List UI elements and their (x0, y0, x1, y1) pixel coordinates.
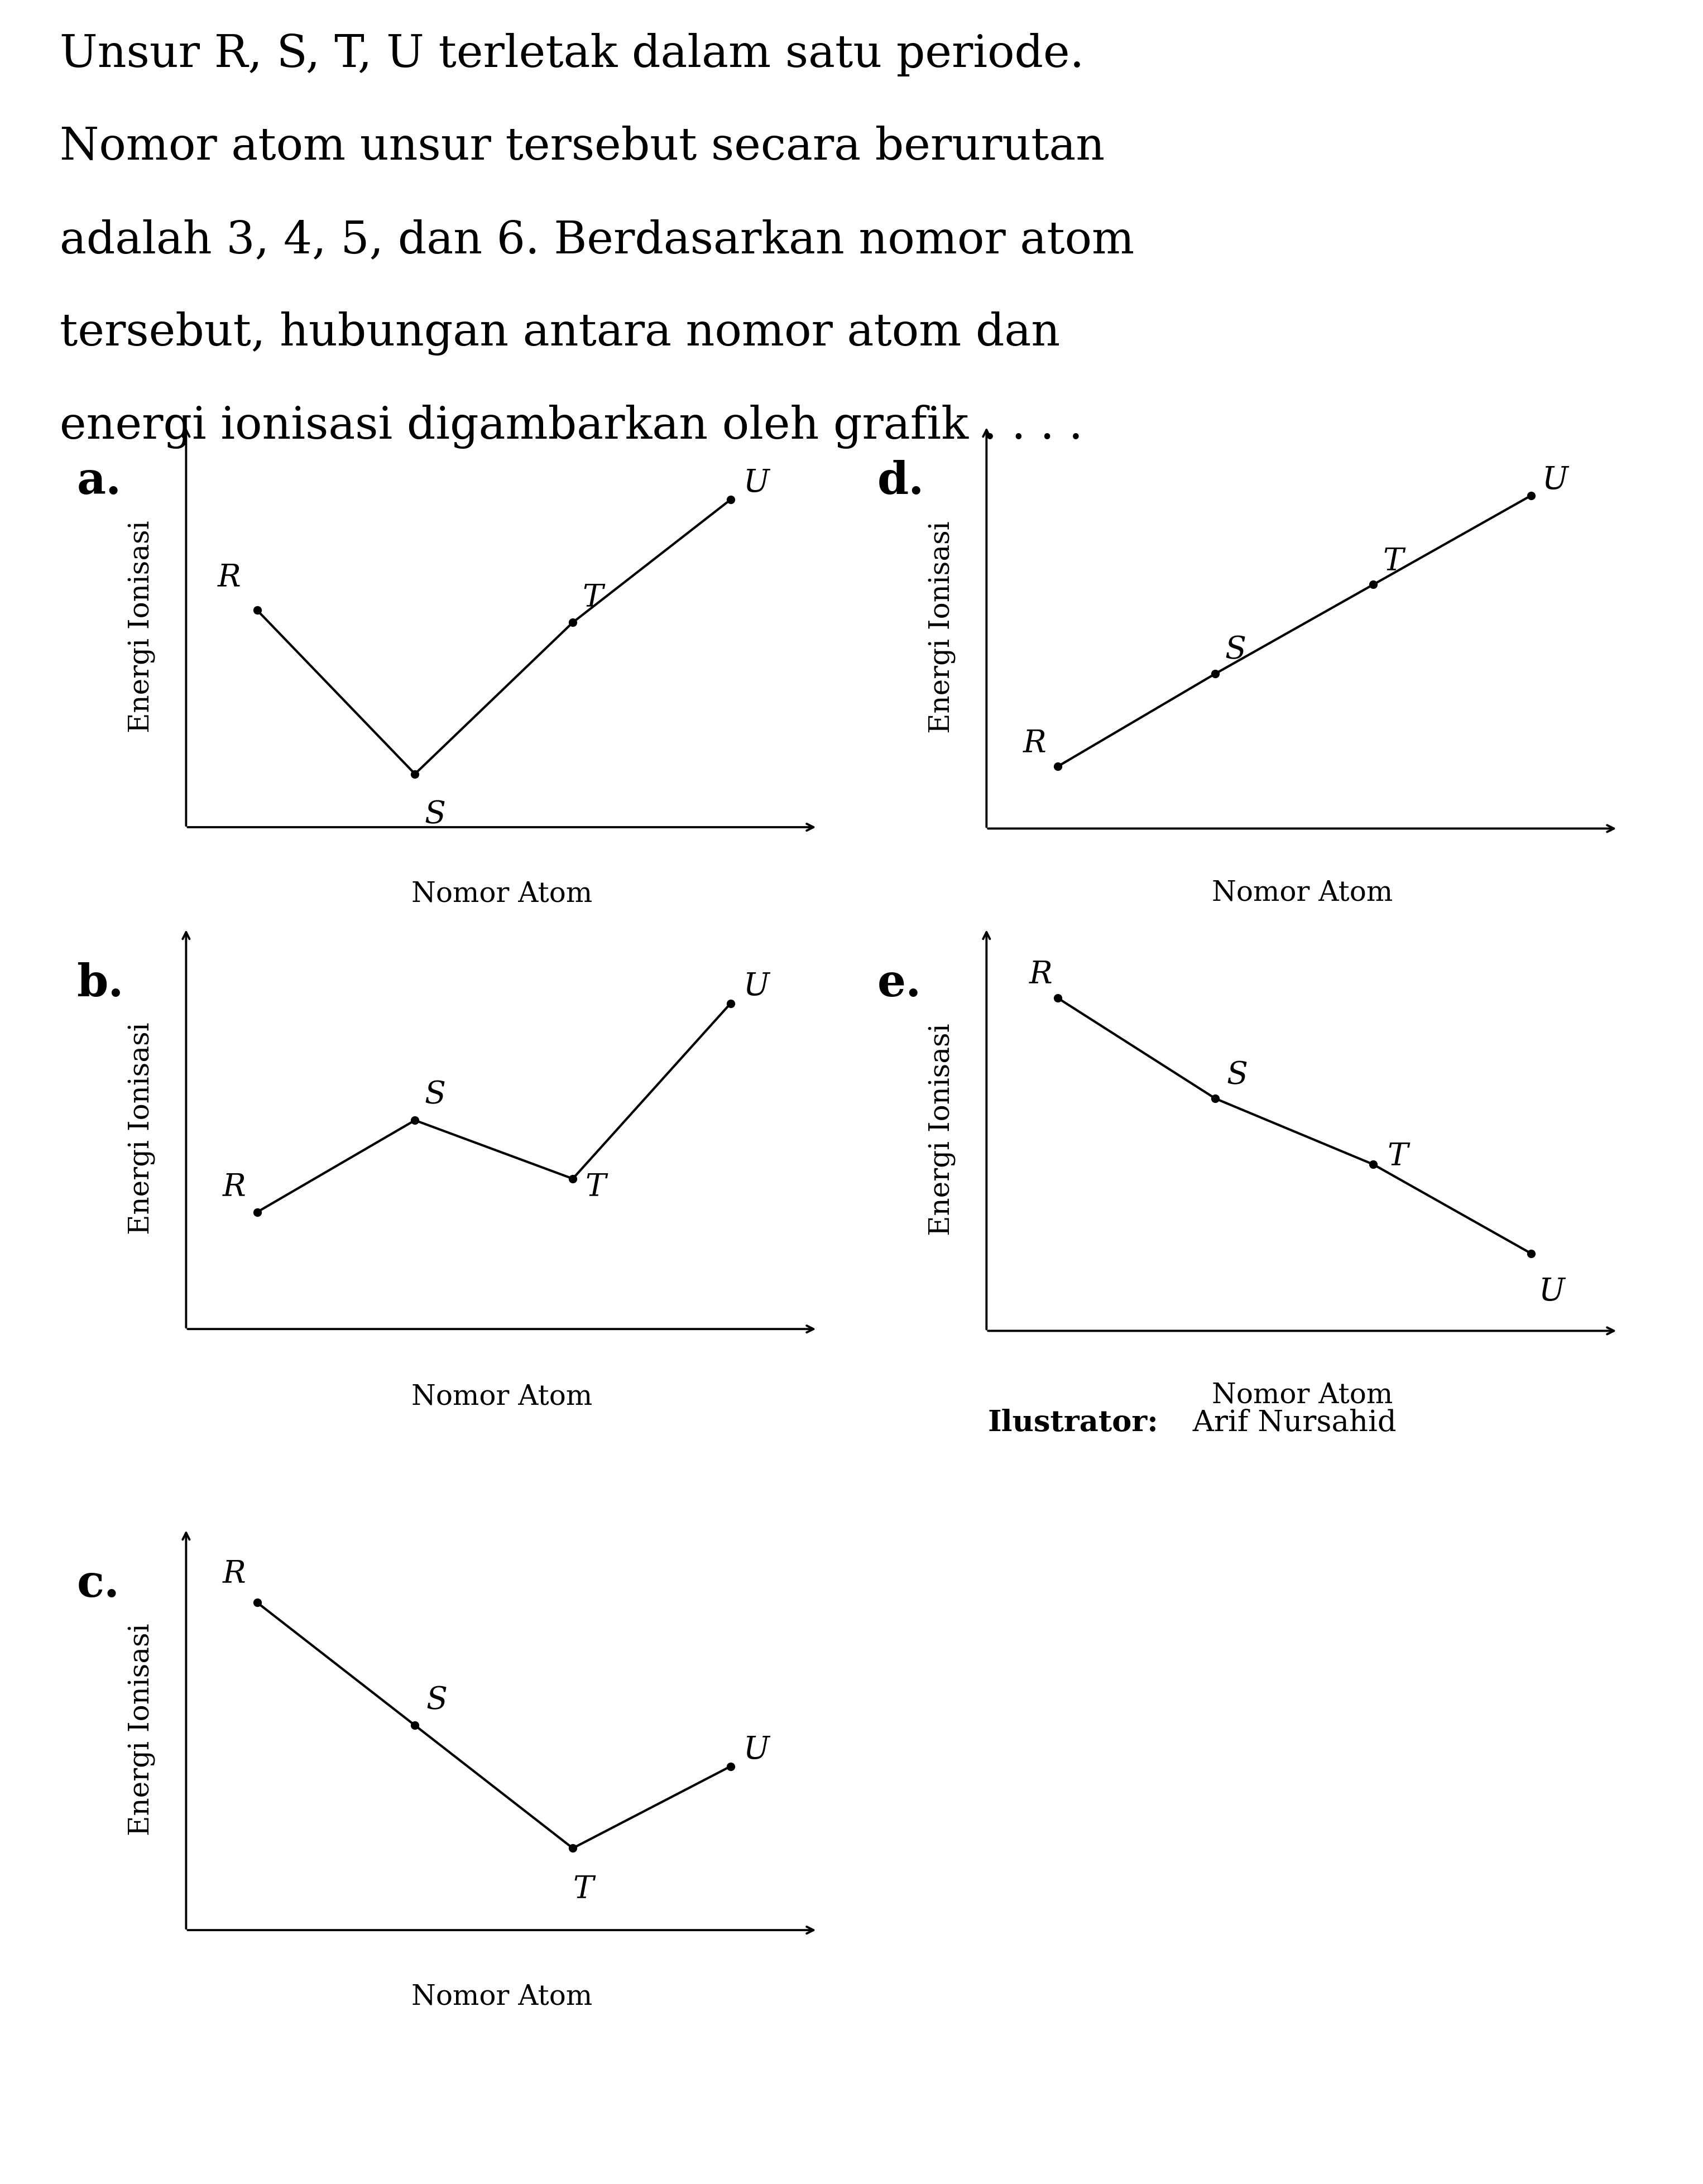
Text: T: T (1383, 546, 1403, 577)
Text: Nomor Atom: Nomor Atom (410, 1382, 593, 1411)
Text: R: R (223, 1173, 245, 1203)
Text: T: T (586, 1173, 606, 1203)
Point (1359, 1147, 1386, 1182)
Text: b.: b. (77, 963, 124, 1007)
Text: Nomor Atom: Nomor Atom (410, 1983, 593, 2011)
Text: U: U (1540, 1278, 1565, 1308)
Text: S: S (1224, 636, 1247, 666)
Text: Nomor Atom: Nomor Atom (1211, 1380, 1393, 1409)
Point (1359, 568, 1386, 603)
Text: U: U (743, 467, 770, 498)
Text: R: R (1024, 727, 1046, 758)
Point (244, 1586, 271, 1621)
Text: Energi Ionisasi: Energi Ionisasi (128, 1623, 155, 1837)
Text: R: R (1029, 959, 1052, 989)
Point (244, 1195, 271, 1230)
Text: S: S (424, 799, 446, 830)
Text: T: T (582, 583, 603, 614)
Point (402, 1103, 429, 1138)
Text: Energi Ionisasi: Energi Ionisasi (928, 1024, 955, 1236)
Text: Energi Ionisasi: Energi Ionisasi (928, 522, 955, 734)
Text: Arif Nursahid: Arif Nursahid (1184, 1409, 1396, 1437)
Text: Unsur R, S, T, U terletak dalam satu periode.: Unsur R, S, T, U terletak dalam satu per… (60, 33, 1085, 76)
Point (717, 483, 744, 518)
Text: Ilustrator:: Ilustrator: (988, 1409, 1158, 1437)
Text: tersebut, hubungan antara nomor atom dan: tersebut, hubungan antara nomor atom dan (60, 312, 1059, 356)
Text: Nomor Atom: Nomor Atom (410, 880, 593, 909)
Point (1517, 478, 1545, 513)
Point (559, 605, 586, 640)
Point (402, 756, 429, 791)
Point (1044, 749, 1071, 784)
Text: Energi Ionisasi: Energi Ionisasi (128, 1022, 155, 1234)
Text: T: T (572, 1874, 593, 1904)
Point (402, 1708, 429, 1743)
Point (717, 1749, 744, 1784)
Text: Nomor Atom: Nomor Atom (1211, 878, 1393, 906)
Point (244, 592, 271, 627)
Point (1202, 655, 1230, 690)
Text: T: T (1388, 1142, 1408, 1173)
Point (1517, 1236, 1545, 1271)
Text: R: R (218, 561, 240, 592)
Text: R: R (223, 1559, 245, 1590)
Point (1044, 981, 1071, 1016)
Point (559, 1830, 586, 1865)
Text: adalah 3, 4, 5, dan 6. Berdasarkan nomor atom: adalah 3, 4, 5, dan 6. Berdasarkan nomor… (60, 218, 1134, 262)
Point (717, 985, 744, 1020)
Text: a.: a. (77, 461, 121, 505)
Text: S: S (426, 1686, 448, 1717)
Text: Energi Ionisasi: Energi Ionisasi (128, 520, 155, 734)
Text: U: U (743, 1734, 770, 1765)
Text: e.: e. (877, 963, 921, 1007)
Text: U: U (743, 972, 770, 1002)
Text: c.: c. (77, 1564, 119, 1607)
Point (1202, 1081, 1230, 1116)
Point (559, 1162, 586, 1197)
Text: S: S (1226, 1059, 1248, 1090)
Text: Nomor atom unsur tersebut secara berurutan: Nomor atom unsur tersebut secara berurut… (60, 127, 1105, 168)
Text: d.: d. (877, 461, 925, 505)
Text: energi ionisasi digambarkan oleh grafik . . . .: energi ionisasi digambarkan oleh grafik … (60, 404, 1083, 448)
Text: U: U (1543, 465, 1568, 496)
Text: S: S (424, 1079, 446, 1109)
